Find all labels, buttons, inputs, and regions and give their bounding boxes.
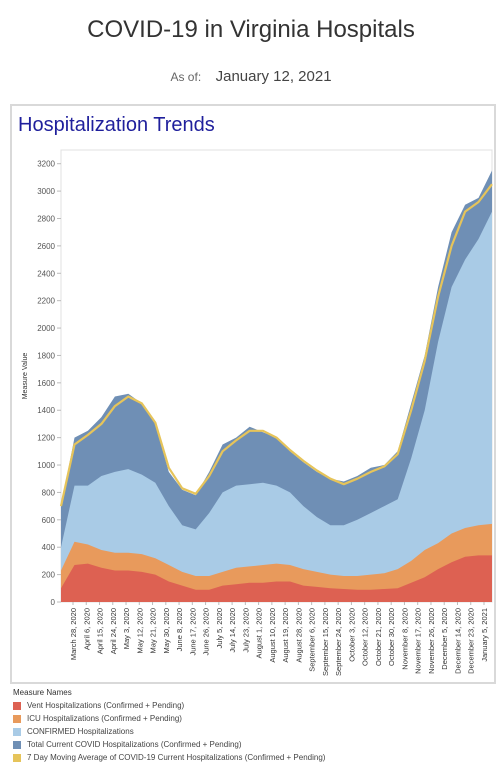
legend-swatch xyxy=(13,753,21,762)
legend: Measure Names Vent Hospitalizations (Con… xyxy=(13,688,493,764)
x-tick-label: January 5, 2021 xyxy=(480,608,489,662)
y-tick-label: 800 xyxy=(42,488,56,497)
legend-item[interactable]: 7 Day Moving Average of COVID-19 Current… xyxy=(13,751,493,764)
page-title: COVID-19 in Virginia Hospitals xyxy=(87,16,415,43)
y-tick-label: 1600 xyxy=(37,379,55,388)
y-tick-label: 1200 xyxy=(37,434,55,443)
x-tick-label: May 3, 2020 xyxy=(122,608,131,649)
legend-label: 7 Day Moving Average of COVID-19 Current… xyxy=(27,753,326,762)
x-tick-label: October 21, 2020 xyxy=(374,608,383,666)
x-tick-label: July 23, 2020 xyxy=(241,608,250,653)
y-tick-label: 2200 xyxy=(37,297,55,306)
x-tick-label: November 26, 2020 xyxy=(427,608,436,674)
x-tick-label: August 10, 2020 xyxy=(268,608,277,663)
x-tick-label: November 8, 2020 xyxy=(401,608,410,670)
total-area xyxy=(61,170,492,602)
y-tick-label: 600 xyxy=(42,516,56,525)
y-tick-label: 1400 xyxy=(37,406,55,415)
legend-swatch xyxy=(13,714,21,723)
x-tick-label: October 30, 2020 xyxy=(387,608,396,666)
x-tick-label: August 19, 2020 xyxy=(281,608,290,663)
y-axis-title: Measure Value xyxy=(22,353,29,400)
x-tick-label: October 3, 2020 xyxy=(347,608,356,662)
legend-swatch xyxy=(13,740,21,749)
x-tick-label: April 15, 2020 xyxy=(96,608,105,654)
y-tick-label: 2000 xyxy=(37,324,55,333)
legend-label: Total Current COVID Hospitalizations (Co… xyxy=(27,740,242,749)
x-tick-label: April 24, 2020 xyxy=(109,608,118,654)
x-tick-label: November 17, 2020 xyxy=(414,608,423,674)
x-tick-label: September 6, 2020 xyxy=(308,608,317,672)
panel-title: Hospitalization Trends xyxy=(18,114,215,136)
x-tick-label: June 17, 2020 xyxy=(188,608,197,656)
legend-swatch xyxy=(13,701,21,710)
legend-item[interactable]: Total Current COVID Hospitalizations (Co… xyxy=(13,738,493,751)
x-tick-label: May 21, 2020 xyxy=(149,608,158,653)
x-tick-label: May 12, 2020 xyxy=(135,608,144,653)
moving-average-line xyxy=(59,183,493,507)
legend-item[interactable]: Vent Hospitalizations (Confirmed + Pendi… xyxy=(13,699,493,712)
y-tick-label: 1800 xyxy=(37,351,55,360)
x-tick-label: October 12, 2020 xyxy=(361,608,370,666)
y-tick-label: 1000 xyxy=(37,461,55,470)
hospitalization-chart: 0 200 400 600 800 1000 1200 1400 1600 1800 2000 220… xyxy=(22,149,493,676)
x-tick-label: July 14, 2020 xyxy=(228,608,237,653)
x-tick-label: July 5, 2020 xyxy=(215,608,224,648)
x-tick-label: December 14, 2020 xyxy=(454,608,463,674)
x-tick-label: April 6, 2020 xyxy=(82,608,91,650)
legend-label: CONFIRMED Hospitalizations xyxy=(27,727,134,736)
y-tick-label: 0 xyxy=(51,598,56,607)
x-tick-label: June 8, 2020 xyxy=(175,608,184,651)
legend-item[interactable]: CONFIRMED Hospitalizations xyxy=(13,725,493,738)
y-tick-label: 3200 xyxy=(37,160,55,169)
legend-label: Vent Hospitalizations (Confirmed + Pendi… xyxy=(27,701,185,710)
x-tick-label: December 23, 2020 xyxy=(467,608,476,674)
vent-area xyxy=(61,555,492,602)
x-tick-label: March 28, 2020 xyxy=(69,608,78,660)
hospitalization-trends-panel: Hospitalization Trends 0 200 400 600 800 1000… xyxy=(10,104,496,684)
x-tick-label: May 30, 2020 xyxy=(162,608,171,653)
legend-label: ICU Hospitalizations (Confirmed + Pendin… xyxy=(27,714,182,723)
y-tick-label: 2400 xyxy=(37,269,55,278)
as-of-date: January 12, 2021 xyxy=(215,68,332,85)
as-of-label: As of: xyxy=(170,70,202,84)
y-tick-label: 200 xyxy=(42,571,56,580)
legend-title: Measure Names xyxy=(13,688,72,697)
x-tick-label: August 28, 2020 xyxy=(294,608,303,663)
legend-swatch xyxy=(13,727,21,736)
as-of-row: As of: January 12, 2021 xyxy=(0,68,502,86)
x-tick-label: September 15, 2020 xyxy=(321,608,330,676)
y-tick-label: 2600 xyxy=(37,242,55,251)
legend-item[interactable]: ICU Hospitalizations (Confirmed + Pendin… xyxy=(13,712,493,725)
y-tick-label: 2800 xyxy=(37,214,55,223)
x-tick-label: September 24, 2020 xyxy=(334,608,343,676)
x-tick-label: June 26, 2020 xyxy=(202,608,211,656)
x-tick-label: August 1, 2020 xyxy=(255,608,264,658)
y-tick-label: 3000 xyxy=(37,187,55,196)
y-tick-label: 400 xyxy=(42,543,56,552)
x-tick-label: December 5, 2020 xyxy=(440,608,449,670)
